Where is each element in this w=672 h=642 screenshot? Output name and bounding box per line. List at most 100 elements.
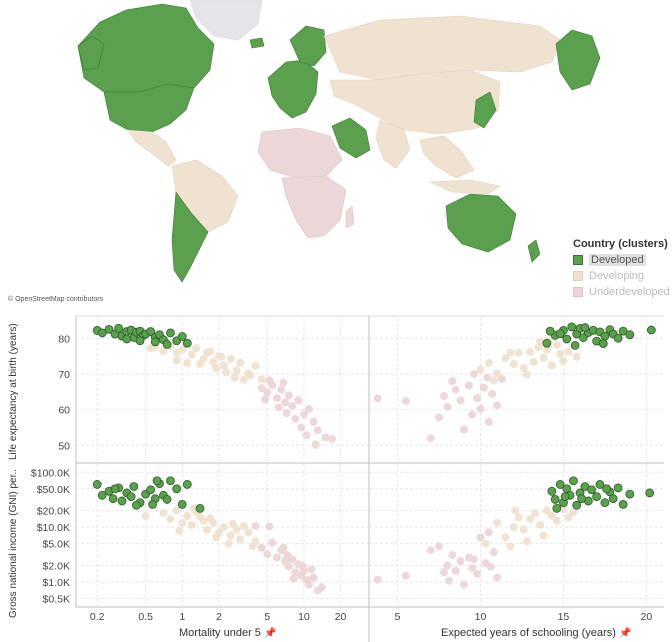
data-point-developing[interactable] (481, 539, 490, 548)
data-point-developing[interactable] (484, 358, 493, 367)
data-point-developing[interactable] (489, 376, 498, 385)
data-point-underdeveloped[interactable] (464, 381, 473, 390)
data-point-underdeveloped[interactable] (251, 521, 260, 530)
data-point-underdeveloped[interactable] (473, 569, 482, 578)
data-point-developed[interactable] (646, 325, 656, 335)
data-point-developing[interactable] (552, 340, 561, 349)
data-point-developing[interactable] (222, 368, 231, 377)
data-point-developing[interactable] (536, 520, 545, 529)
data-point-underdeveloped[interactable] (327, 434, 336, 443)
map-region-scandinavia[interactable] (289, 25, 327, 67)
data-point-developing[interactable] (493, 369, 502, 378)
data-point-developed[interactable] (97, 490, 107, 500)
data-point-developing[interactable] (542, 345, 551, 354)
data-point-developed[interactable] (108, 494, 118, 504)
data-point-developed[interactable] (555, 329, 565, 339)
data-point-developed[interactable] (177, 499, 187, 509)
data-point-developed[interactable] (166, 328, 175, 338)
data-point-underdeveloped[interactable] (435, 413, 444, 422)
data-point-developing[interactable] (166, 515, 175, 524)
data-point-underdeveloped[interactable] (298, 562, 307, 571)
data-point-underdeveloped[interactable] (440, 568, 449, 577)
data-point-developing[interactable] (531, 509, 540, 518)
data-point-developed[interactable] (567, 322, 577, 332)
data-point-underdeveloped[interactable] (274, 403, 283, 412)
map-region-india[interactable] (375, 119, 411, 169)
map-region-new-zealand[interactable] (527, 239, 541, 263)
data-point-underdeveloped[interactable] (307, 565, 316, 574)
data-point-developed[interactable] (625, 330, 635, 340)
data-point-developing[interactable] (172, 356, 181, 365)
data-point-developed[interactable] (602, 484, 611, 494)
data-point-developed[interactable] (645, 488, 655, 498)
data-point-underdeveloped[interactable] (268, 538, 277, 547)
data-point-developed[interactable] (595, 480, 605, 489)
data-point-underdeveloped[interactable] (451, 385, 460, 394)
data-point-developing[interactable] (514, 513, 523, 522)
data-point-developed[interactable] (562, 334, 572, 344)
map-region-central-asia-china[interactable] (329, 69, 501, 135)
map-region-usa[interactable] (103, 83, 195, 133)
world-map[interactable] (0, 0, 672, 308)
data-point-developed[interactable] (550, 495, 560, 504)
data-point-underdeveloped[interactable] (277, 385, 286, 394)
data-point-developing[interactable] (569, 508, 578, 517)
data-point-developing[interactable] (209, 358, 218, 367)
data-point-developed[interactable] (542, 338, 552, 348)
data-point-underdeveloped[interactable] (284, 391, 293, 400)
map-region-japan-korea[interactable] (473, 91, 497, 129)
data-point-developed[interactable] (600, 498, 610, 507)
pin-icon[interactable]: 📌 (618, 628, 632, 639)
data-point-underdeveloped[interactable] (283, 551, 292, 560)
data-point-underdeveloped[interactable] (401, 397, 410, 406)
pin-icon[interactable]: 📌 (264, 628, 277, 639)
data-point-developed[interactable] (625, 489, 635, 499)
data-point-developing[interactable] (559, 357, 568, 366)
data-point-developed[interactable] (555, 480, 565, 489)
data-point-underdeveloped[interactable] (469, 555, 478, 564)
data-point-developing[interactable] (514, 348, 523, 357)
data-point-developed[interactable] (172, 484, 182, 494)
data-point-underdeveloped[interactable] (443, 402, 452, 411)
data-point-developed[interactable] (572, 500, 582, 510)
data-point-developed[interactable] (547, 486, 557, 496)
data-point-developed[interactable] (182, 480, 192, 489)
data-point-underdeveloped[interactable] (304, 580, 313, 589)
data-point-developed[interactable] (608, 494, 618, 504)
data-point-developing[interactable] (506, 542, 515, 551)
data-point-underdeveloped[interactable] (299, 410, 308, 419)
data-point-underdeveloped[interactable] (473, 394, 482, 403)
data-point-developed[interactable] (162, 495, 172, 504)
data-point-developed[interactable] (126, 492, 136, 502)
data-point-underdeveloped[interactable] (294, 396, 303, 405)
data-point-underdeveloped[interactable] (440, 392, 449, 401)
data-point-developing[interactable] (547, 361, 556, 370)
data-point-underdeveloped[interactable] (483, 373, 492, 382)
data-point-developed[interactable] (162, 339, 172, 349)
data-point-underdeveloped[interactable] (289, 574, 298, 583)
data-point-developing[interactable] (187, 520, 196, 529)
map-region-greenland[interactable] (189, 0, 263, 41)
data-point-developed[interactable] (114, 323, 124, 333)
data-point-underdeveloped[interactable] (257, 384, 266, 393)
data-point-developed[interactable] (592, 492, 602, 502)
map-region-australia[interactable] (445, 193, 517, 253)
data-point-developed[interactable] (552, 503, 562, 513)
data-point-underdeveloped[interactable] (498, 374, 507, 383)
data-point-underdeveloped[interactable] (279, 378, 288, 387)
data-point-developing[interactable] (539, 531, 548, 540)
data-point-developing[interactable] (564, 347, 573, 356)
data-point-developing[interactable] (501, 354, 510, 363)
data-point-developing[interactable] (511, 506, 520, 515)
data-point-developed[interactable] (577, 494, 587, 504)
data-point-underdeveloped[interactable] (444, 576, 453, 585)
map-region-subsaharan-africa[interactable] (281, 175, 347, 239)
data-point-developing[interactable] (236, 535, 245, 544)
data-point-developing[interactable] (183, 511, 192, 520)
data-point-underdeveloped[interactable] (489, 548, 498, 557)
data-point-underdeveloped[interactable] (265, 522, 274, 531)
data-point-developing[interactable] (178, 518, 187, 527)
data-point-developed[interactable] (122, 334, 132, 344)
data-point-developing[interactable] (219, 361, 228, 370)
data-point-underdeveloped[interactable] (302, 431, 311, 440)
